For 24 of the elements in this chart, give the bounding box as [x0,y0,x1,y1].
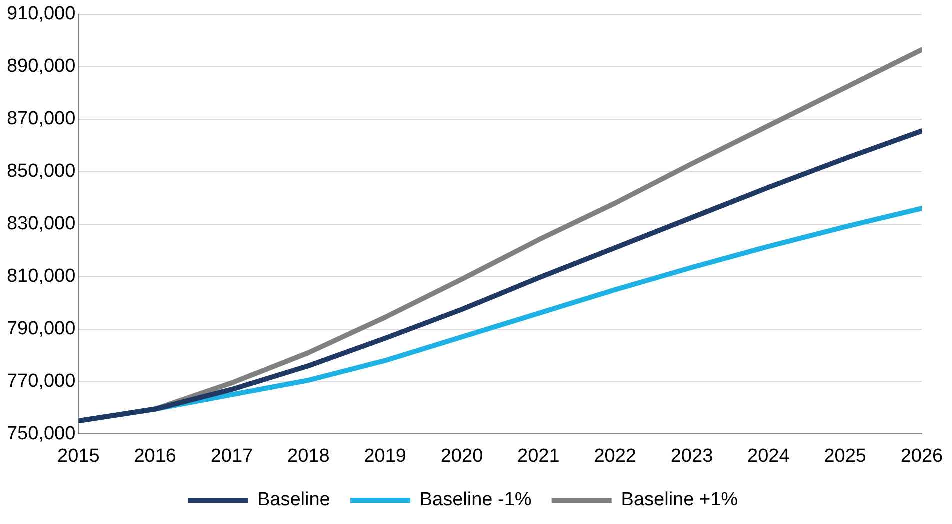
y-tick-label: 810,000 [6,266,76,288]
x-tick-label: 2025 [824,446,866,467]
y-tick-label: 750,000 [6,423,76,444]
legend-label: Baseline +1% [621,490,738,511]
y-tick-label: 890,000 [6,56,76,78]
x-tick-label: 2020 [440,446,484,467]
x-tick-label: 2019 [364,446,406,467]
x-tick-label: 2021 [518,446,560,467]
y-tick-label: 870,000 [6,108,76,130]
y-tick-label: 830,000 [6,214,76,235]
x-tick-label: 2026 [900,446,944,467]
legend-label: Baseline [257,490,330,511]
x-tick-label: 2018 [288,446,330,467]
x-tick-label: 2022 [594,446,636,467]
y-tick-label: 850,000 [6,161,76,182]
x-tick-label: 2023 [670,446,714,467]
x-tick-label: 2024 [748,446,790,467]
x-tick-label: 2016 [134,446,176,467]
legend-label: Baseline -1% [420,490,532,511]
x-tick-label: 2017 [210,446,254,467]
y-tick-label: 910,000 [6,4,76,25]
y-tick-label: 770,000 [6,370,76,392]
x-tick-label: 2015 [58,446,100,467]
y-tick-label: 790,000 [6,318,76,340]
